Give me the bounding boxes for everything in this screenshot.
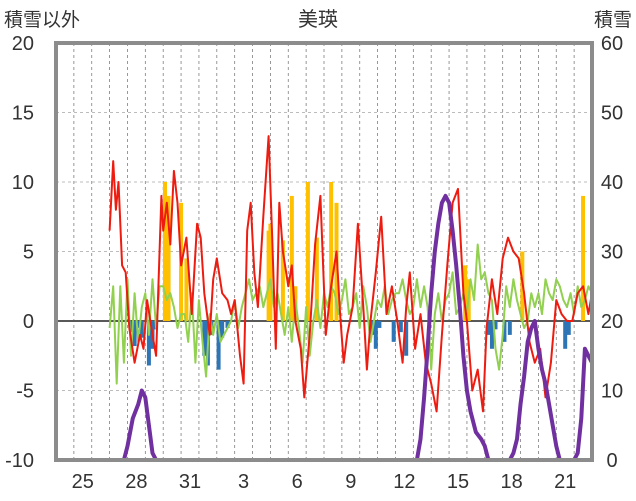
right-tick-label: 20 xyxy=(601,311,623,333)
left-tick-label: -5 xyxy=(16,381,34,403)
precip-bar xyxy=(329,182,334,321)
precip-bar xyxy=(132,321,137,347)
precip-bar xyxy=(216,321,221,370)
precip-bar xyxy=(184,258,189,321)
precip-bar xyxy=(373,321,378,349)
precip-bar xyxy=(563,321,568,349)
precip-bar xyxy=(225,321,230,328)
precip-bar xyxy=(220,321,225,338)
precip-bar xyxy=(136,321,141,328)
precip-bar xyxy=(489,321,494,349)
precip-bar xyxy=(305,182,310,321)
precip-bar xyxy=(280,240,285,321)
precip-bar xyxy=(268,223,273,321)
precip-bar xyxy=(502,321,507,342)
left-tick-labels: -10 -5 0 5 10 15 20 xyxy=(5,33,34,472)
precip-bar xyxy=(202,321,207,356)
precip-bar xyxy=(507,321,512,335)
x-tick-labels: 25 28 31 3 6 9 12 15 18 21 xyxy=(72,471,577,493)
precip-bar xyxy=(166,195,171,321)
series-line xyxy=(108,243,593,385)
right-tick-label: 40 xyxy=(601,172,623,194)
right-tick-label: 30 xyxy=(601,242,623,264)
x-tick-label: 18 xyxy=(500,471,522,493)
precip-bar xyxy=(398,321,403,333)
x-tick-label: 28 xyxy=(125,471,147,493)
right-tick-label: 0 xyxy=(606,450,617,472)
chart-title: 美瑛 xyxy=(298,8,338,31)
x-tick-label: 15 xyxy=(447,471,469,493)
right-tick-label: 50 xyxy=(601,103,623,125)
left-tick-label: -10 xyxy=(5,450,34,472)
left-tick-label: 20 xyxy=(12,33,34,55)
x-tick-label: 21 xyxy=(554,471,576,493)
grid-lines xyxy=(56,43,592,460)
right-tick-label: 60 xyxy=(601,33,623,55)
precip-bar xyxy=(463,265,468,321)
precip-bar xyxy=(377,321,382,328)
precip-bar xyxy=(129,321,134,333)
precip-bar xyxy=(146,321,151,366)
precip-bar xyxy=(314,237,319,321)
x-tick-label: 6 xyxy=(292,471,303,493)
left-tick-label: 10 xyxy=(12,172,34,194)
right-tick-label: 10 xyxy=(601,381,623,403)
plot-frame xyxy=(54,41,594,462)
x-tick-label: 12 xyxy=(393,471,415,493)
x-tick-label: 31 xyxy=(179,471,201,493)
x-tick-label: 25 xyxy=(72,471,94,493)
precip-bar xyxy=(493,321,498,330)
precip-bar xyxy=(391,321,396,342)
precip-bar xyxy=(581,195,586,321)
plot-border xyxy=(54,41,594,462)
series-line xyxy=(108,135,593,413)
left-axis-title: 積雪以外 xyxy=(4,9,80,31)
x-tick-label: 3 xyxy=(238,471,249,493)
precip-bar xyxy=(566,321,571,335)
left-tick-label: 0 xyxy=(23,311,34,333)
x-tick-label: 9 xyxy=(345,471,356,493)
left-tick-label: 5 xyxy=(23,242,34,264)
left-tick-label: 15 xyxy=(12,103,34,125)
precip-bar xyxy=(289,195,294,321)
precip-bar xyxy=(162,182,167,321)
right-tick-labels: 0 10 20 30 40 50 60 xyxy=(601,33,623,472)
precip-bar xyxy=(404,321,409,356)
precip-bar xyxy=(486,321,491,335)
precip-bar xyxy=(139,321,144,338)
right-axis-title: 積雪 xyxy=(594,9,632,31)
